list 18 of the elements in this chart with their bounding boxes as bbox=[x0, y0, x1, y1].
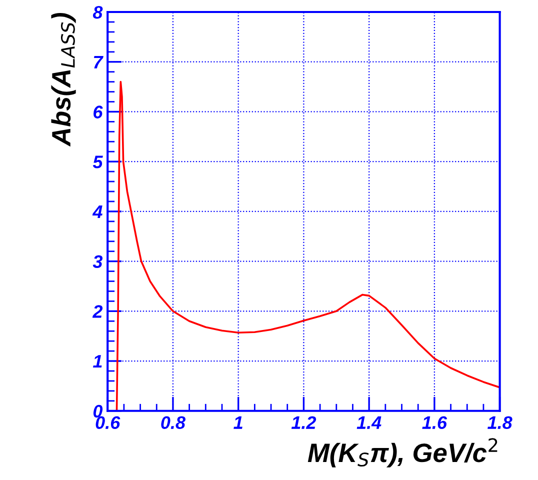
x-tick-label: 0.6 bbox=[96, 416, 120, 430]
y-tick-label: 6 bbox=[94, 106, 103, 118]
y-tick-label: 5 bbox=[92, 156, 103, 168]
x-tick-label: 1.2 bbox=[291, 416, 316, 429]
y-tick-label: 8 bbox=[92, 6, 103, 19]
x-tick-label: 1.6 bbox=[422, 416, 448, 430]
y-tick-label: 1 bbox=[92, 355, 102, 368]
y-axis-title: Abs(A$_{LASS}$) bbox=[51, 12, 76, 147]
x-tick-label: 1.4 bbox=[356, 416, 382, 429]
x-axis-title: M(K$_{S}$π), GeV/c$^{2}$ bbox=[308, 438, 498, 468]
x-tick-label: 1.8 bbox=[488, 416, 512, 430]
y-tick-label: 2 bbox=[92, 305, 103, 318]
y-tick-label: 4 bbox=[92, 206, 102, 218]
y-tick-label: 0 bbox=[93, 404, 103, 418]
y-tick-label: 7 bbox=[94, 56, 104, 68]
y-tick-label: 3 bbox=[92, 255, 103, 268]
x-tick-label: 0.8 bbox=[161, 416, 186, 430]
x-tick-label: 1 bbox=[234, 416, 242, 429]
